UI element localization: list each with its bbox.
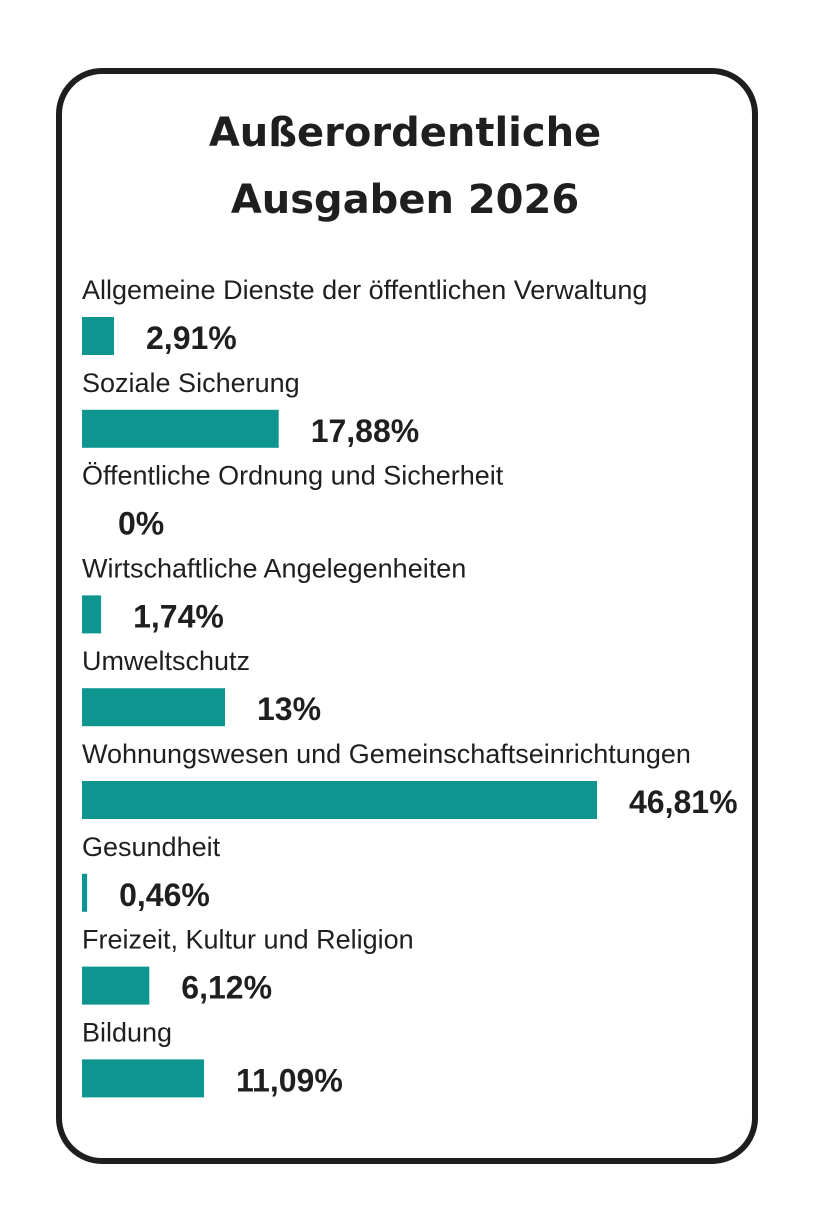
chart-card	[56, 68, 758, 1164]
category-label: Wirtschaftliche Angelegenheiten	[82, 553, 466, 583]
value-label: 1,74%	[133, 598, 224, 634]
value-label: 0%	[118, 506, 164, 542]
bars-group: Allgemeine Dienste der öffentlichen Verw…	[82, 275, 738, 1098]
category-label: Umweltschutz	[82, 646, 250, 676]
bar	[82, 595, 102, 634]
value-label: 17,88%	[311, 413, 420, 449]
category-label: Wohnungswesen und Gemeinschaftseinrichtu…	[82, 739, 691, 769]
value-label: 2,91%	[146, 320, 237, 356]
value-label: 46,81%	[629, 784, 738, 820]
bar	[82, 688, 225, 727]
bar	[82, 1059, 204, 1098]
chart-title-line-2: Ausgaben 2026	[231, 177, 579, 223]
value-label: 6,12%	[181, 970, 272, 1006]
category-label: Allgemeine Dienste der öffentlichen Verw…	[82, 275, 647, 305]
bar	[82, 873, 88, 912]
bar	[82, 409, 279, 448]
category-label: Öffentliche Ordnung und Sicherheit	[82, 461, 504, 491]
bar	[82, 781, 597, 819]
category-label: Bildung	[82, 1017, 172, 1047]
value-label: 13%	[257, 691, 321, 727]
bar	[82, 966, 150, 1005]
category-label: Gesundheit	[82, 832, 221, 862]
chart-title-line-1: Außerordentliche	[209, 110, 601, 156]
category-label: Soziale Sicherung	[82, 368, 300, 398]
bar	[82, 317, 114, 355]
category-label: Freizeit, Kultur und Religion	[82, 925, 414, 955]
value-label: 0,46%	[119, 877, 210, 913]
value-label: 11,09%	[236, 1062, 343, 1098]
